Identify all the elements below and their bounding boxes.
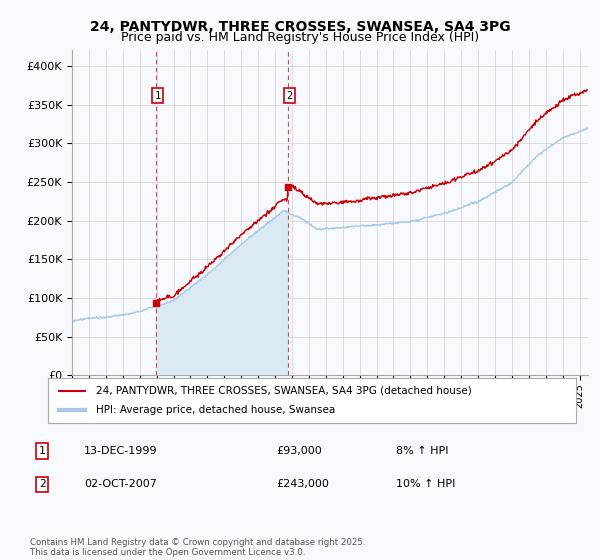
Text: 2: 2	[286, 91, 293, 101]
Text: HPI: Average price, detached house, Swansea: HPI: Average price, detached house, Swan…	[95, 405, 335, 416]
Text: 2: 2	[38, 479, 46, 489]
Text: 13-DEC-1999: 13-DEC-1999	[84, 446, 158, 456]
Text: 1: 1	[38, 446, 46, 456]
Text: 10% ↑ HPI: 10% ↑ HPI	[396, 479, 455, 489]
Text: 24, PANTYDWR, THREE CROSSES, SWANSEA, SA4 3PG (detached house): 24, PANTYDWR, THREE CROSSES, SWANSEA, SA…	[95, 385, 471, 395]
Text: Contains HM Land Registry data © Crown copyright and database right 2025.
This d: Contains HM Land Registry data © Crown c…	[30, 538, 365, 557]
Text: Price paid vs. HM Land Registry's House Price Index (HPI): Price paid vs. HM Land Registry's House …	[121, 31, 479, 44]
Text: 02-OCT-2007: 02-OCT-2007	[84, 479, 157, 489]
Text: 1: 1	[154, 91, 161, 101]
Text: £93,000: £93,000	[276, 446, 322, 456]
Text: 24, PANTYDWR, THREE CROSSES, SWANSEA, SA4 3PG: 24, PANTYDWR, THREE CROSSES, SWANSEA, SA…	[89, 20, 511, 34]
Text: 8% ↑ HPI: 8% ↑ HPI	[396, 446, 449, 456]
Text: £243,000: £243,000	[276, 479, 329, 489]
